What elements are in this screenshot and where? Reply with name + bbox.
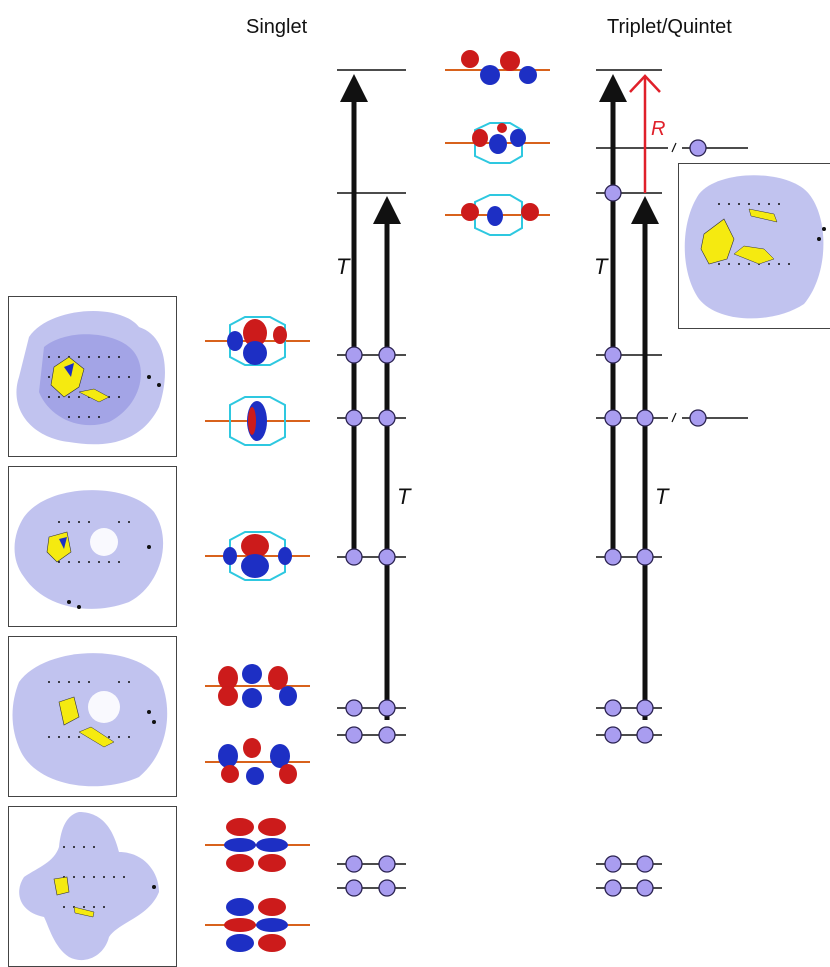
electron-circle-icon (605, 347, 621, 363)
electron-circle-icon (379, 856, 395, 872)
electron-circle-icon (346, 727, 362, 743)
electron-circle-icon (379, 410, 395, 426)
electron-circle-icon (346, 347, 362, 363)
electron-circle-icon (379, 880, 395, 896)
electron-circle-icon (637, 727, 653, 743)
electron-circle-icon (346, 700, 362, 716)
triplet-outer-arrow-head (599, 74, 627, 102)
electron-circle-icon (605, 185, 621, 201)
triplet-red-transition-label: R (651, 118, 665, 141)
triplet-outer-transition-label: T (594, 254, 607, 280)
electron-circle-icon (605, 549, 621, 565)
electron-circle-icon (605, 880, 621, 896)
electron-circle-icon (637, 856, 653, 872)
electron-circle-icon (605, 410, 621, 426)
electron-circle-icon (690, 140, 706, 156)
electron-circle-icon (637, 549, 653, 565)
singlet-inner-arrow-head (373, 196, 401, 224)
electron-circle-icon (605, 856, 621, 872)
electron-circle-icon (637, 410, 653, 426)
electron-circle-icon (379, 700, 395, 716)
electron-circle-icon (637, 700, 653, 716)
electron-circle-icon (346, 549, 362, 565)
electron-circle-icon (379, 727, 395, 743)
electron-circle-icon (605, 700, 621, 716)
singlet-outer-transition-label: T (336, 254, 349, 280)
triplet-inner-arrow-head (631, 196, 659, 224)
electron-circle-icon (346, 856, 362, 872)
electron-circle-icon (346, 880, 362, 896)
electron-circle-icon (690, 410, 706, 426)
triplet-inner-transition-label: T (655, 484, 668, 510)
break-mark-lower (672, 413, 676, 422)
electron-circle-icon (637, 880, 653, 896)
electron-circle-icon (605, 727, 621, 743)
break-mark-upper (672, 143, 676, 152)
electron-circle-icon (346, 410, 362, 426)
electron-circle-icon (379, 347, 395, 363)
singlet-inner-transition-label: T (397, 484, 410, 510)
singlet-outer-arrow-head (340, 74, 368, 102)
electron-circle-icon (379, 549, 395, 565)
